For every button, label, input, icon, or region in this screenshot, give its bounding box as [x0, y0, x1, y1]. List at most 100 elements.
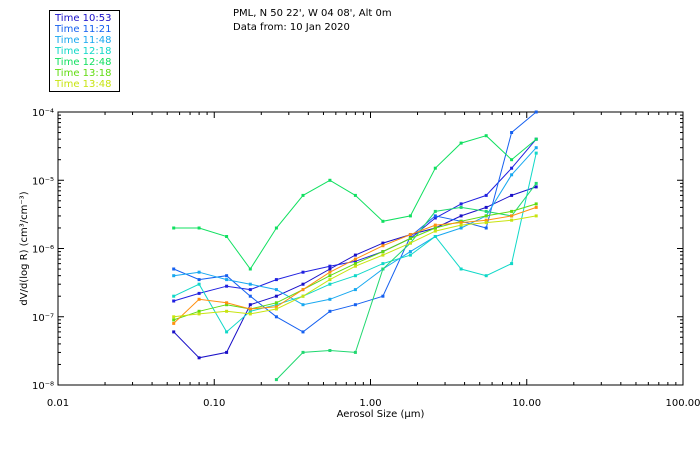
data-point [197, 282, 201, 286]
data-point [172, 267, 176, 271]
x-tick-label: 0.01 [47, 398, 69, 409]
data-point [225, 303, 229, 307]
data-point [484, 209, 488, 213]
data-point [225, 235, 229, 238]
data-point [301, 193, 305, 197]
data-point [274, 305, 278, 309]
data-point [408, 241, 412, 245]
data-point [459, 221, 463, 225]
data-point [197, 297, 201, 301]
data-point [408, 235, 412, 238]
legend-entry: Time 11:48 [55, 35, 112, 46]
data-point [301, 282, 305, 286]
data-point [274, 288, 278, 292]
data-point [433, 166, 437, 170]
data-point [225, 309, 229, 313]
data-point [197, 312, 201, 316]
y-axis-label: dV/d(log R) (cm³/cm⁻³) [19, 191, 30, 305]
data-point [353, 288, 357, 292]
data-point [248, 303, 252, 307]
data-point [433, 235, 437, 238]
data-point [484, 214, 488, 218]
data-point [534, 151, 538, 155]
data-point [353, 303, 357, 307]
legend-entry: Time 12:48 [55, 57, 112, 68]
data-point [301, 303, 305, 307]
data-point [433, 226, 437, 230]
data-point [534, 181, 538, 185]
series-line [173, 135, 537, 270]
data-point [408, 253, 412, 257]
data-point [172, 299, 176, 303]
data-point [225, 301, 229, 305]
y-tick-label: 10⁻⁸ [32, 381, 54, 392]
x-tick-label: 100.00 [666, 398, 700, 409]
data-point [274, 303, 278, 307]
data-point [353, 264, 357, 268]
data-point [328, 349, 332, 352]
data-point [248, 312, 252, 316]
data-point [248, 309, 252, 313]
data-point [534, 202, 538, 206]
legend-entry: Time 13:18 [55, 68, 112, 79]
data-point [172, 330, 176, 334]
data-point [225, 274, 229, 278]
data-point [510, 131, 514, 134]
data-point [301, 294, 305, 298]
data-point [433, 214, 437, 218]
data-point [484, 205, 488, 209]
chart-location: PML, N 50 22', W 04 08', Alt 0m [233, 8, 392, 19]
data-point [197, 291, 201, 295]
data-point [328, 270, 332, 274]
data-point [301, 350, 305, 354]
data-point [433, 216, 437, 220]
data-point [510, 218, 514, 222]
data-point [353, 259, 357, 263]
data-point [510, 262, 514, 266]
data-point [301, 270, 305, 274]
data-point [274, 301, 278, 305]
data-point [459, 214, 463, 218]
data-point [459, 205, 463, 209]
data-point [225, 284, 229, 288]
data-point [381, 262, 385, 266]
data-point [484, 226, 488, 230]
data-point [381, 219, 385, 223]
data-point [328, 267, 332, 271]
legend-entry: Time 12:18 [55, 46, 112, 57]
y-tick-label: 10⁻⁴ [32, 108, 54, 119]
data-point [197, 356, 201, 360]
data-point [510, 209, 514, 213]
data-point [484, 221, 488, 225]
data-point [172, 321, 176, 325]
data-point [408, 233, 412, 237]
data-point [274, 307, 278, 311]
data-point [197, 309, 201, 313]
data-point [225, 330, 229, 334]
series-line [173, 147, 537, 306]
data-point [433, 229, 437, 233]
x-tick-label: 10.00 [512, 398, 541, 409]
data-point [225, 350, 229, 354]
y-tick-label: 10⁻⁷ [32, 313, 54, 324]
data-point [172, 315, 176, 319]
y-tick-label: 10⁻⁶ [32, 245, 54, 256]
data-point [172, 294, 176, 298]
data-point [248, 307, 252, 311]
data-point [328, 309, 332, 313]
x-tick-label: 0.10 [203, 398, 225, 409]
data-point [353, 350, 357, 354]
data-point [328, 297, 332, 301]
data-point [353, 257, 357, 261]
x-tick-label: 1.00 [359, 398, 381, 409]
data-point [408, 237, 412, 240]
data-point [459, 226, 463, 230]
data-point [197, 278, 201, 282]
data-point [248, 288, 252, 292]
data-point [459, 141, 463, 145]
legend: Time 10:53 Time 11:21 Time 11:48 Time 12… [49, 10, 120, 92]
data-point [433, 209, 437, 213]
data-point [353, 274, 357, 278]
series-line [173, 111, 537, 333]
